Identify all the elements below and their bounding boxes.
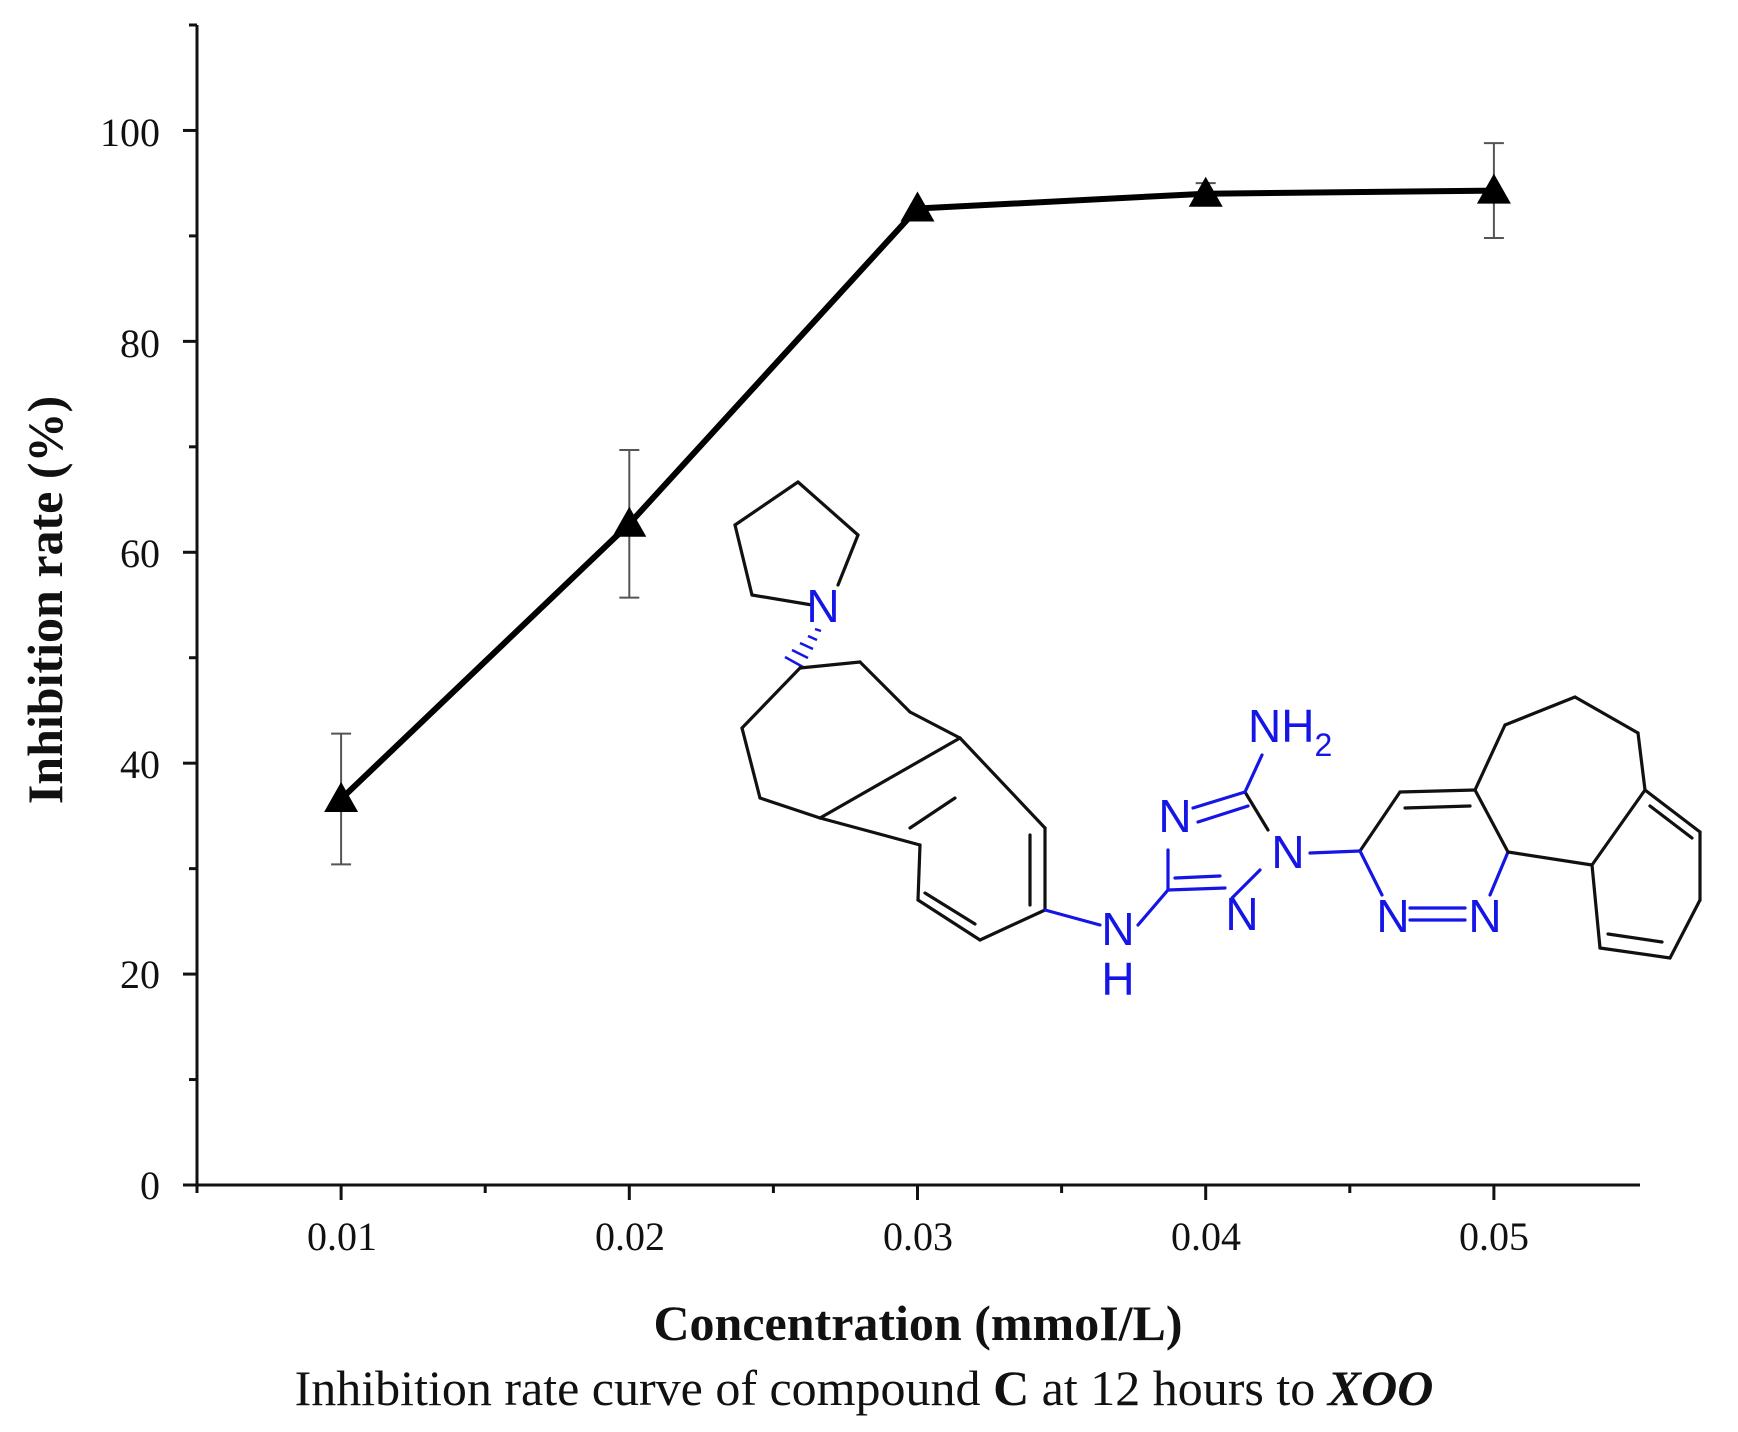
- axes: [183, 23, 1640, 1200]
- pyridazine-n2-label: N: [1468, 890, 1501, 942]
- x-tick-label-002: 0.02: [595, 1214, 665, 1259]
- data-markers: [324, 173, 1511, 813]
- y-tick-labels: 0 20 40 60 80 100: [100, 110, 160, 1208]
- y-tick-label-80: 80: [120, 321, 160, 366]
- hashed-wedge: [784, 627, 822, 669]
- pyrrolidine-n-label: N: [806, 580, 839, 632]
- series-layer: [324, 142, 1511, 866]
- pyridazine-n1-label: N: [1376, 890, 1409, 942]
- figure-caption: Inhibition rate curve of compound C at 1…: [295, 1360, 1434, 1416]
- data-point-3: [1188, 176, 1223, 207]
- triazole-n1-label: N: [1271, 826, 1304, 878]
- data-point-1: [612, 506, 647, 537]
- x-tick-labels: 0.01 0.02 0.03 0.04 0.05: [307, 1214, 1529, 1259]
- nh2-label: NH2: [1248, 700, 1332, 763]
- y-tick-label-20: 20: [120, 952, 160, 997]
- x-axis-title: Concentration (mmoI/L): [653, 1295, 1182, 1351]
- x-tick-label-003: 0.03: [883, 1214, 953, 1259]
- molecule-structure: N N H: [733, 480, 1702, 1005]
- y-tick-label-100: 100: [100, 110, 160, 155]
- y-ticks: [183, 23, 197, 1187]
- data-point-4: [1476, 173, 1511, 204]
- y-tick-label-0: 0: [140, 1163, 160, 1208]
- series-line: [339, 187, 1494, 802]
- data-point-2: [900, 191, 935, 222]
- y-tick-label-60: 60: [120, 531, 160, 576]
- x-tick-label-001: 0.01: [307, 1214, 377, 1259]
- x-ticks: [195, 1185, 1496, 1200]
- y-tick-label-40: 40: [120, 742, 160, 787]
- x-tick-label-005: 0.05: [1459, 1214, 1529, 1259]
- triazole-n2-label: N: [1225, 888, 1258, 940]
- data-point-0: [324, 782, 359, 813]
- amine-n-label: N: [1101, 903, 1134, 955]
- x-tick-label-004: 0.04: [1171, 1214, 1241, 1259]
- triazole-n3-label: N: [1158, 790, 1191, 842]
- y-axis-title: Inhibition rate (%): [17, 396, 73, 804]
- amine-h-label: H: [1101, 953, 1134, 1005]
